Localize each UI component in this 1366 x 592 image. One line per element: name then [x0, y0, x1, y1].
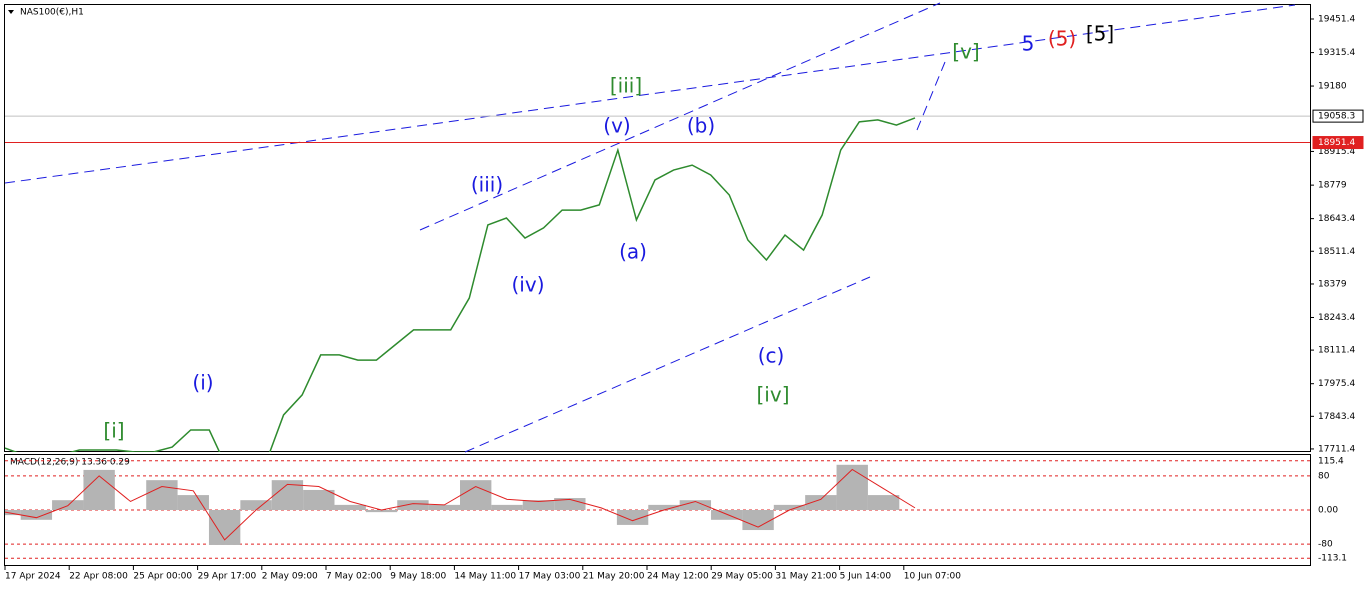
macd-bar [146, 480, 178, 510]
x-tick-label: 25 Apr 00:00 [133, 572, 192, 582]
macd-tick-label: -80 [1318, 540, 1333, 550]
wave-label: (b) [687, 114, 715, 138]
macd-bar [773, 504, 806, 510]
macd-bar [303, 489, 335, 510]
y-tick-label: 19180 [1318, 82, 1347, 92]
macd-signal [5, 468, 916, 541]
macd-bar [648, 504, 680, 510]
x-tick-label: 29 May 05:00 [711, 572, 773, 582]
macd-bar [177, 495, 209, 510]
dropdown-arrow[interactable] [8, 10, 14, 14]
y-tick-label: 18243.4 [1318, 313, 1355, 323]
wave-label: (iii) [471, 173, 503, 197]
x-tick-label: 2 May 09:00 [262, 572, 318, 582]
macd-bar [805, 495, 837, 510]
macd-bar [397, 500, 429, 510]
macd-bar [491, 504, 523, 510]
trend-line [4, 4, 1296, 184]
macd-bar [460, 480, 492, 510]
macd-bar [711, 510, 743, 520]
wave-label: (iv) [512, 273, 545, 297]
y-tick-label: 18779 [1318, 181, 1347, 191]
x-tick-label: 7 May 02:00 [326, 572, 382, 582]
price-line-series [5, 117, 916, 452]
macd-tick-label: 0.00 [1318, 506, 1338, 516]
x-tick-label: 21 May 20:00 [583, 572, 645, 582]
macd-tick-label: 80 [1318, 471, 1330, 481]
x-tick-label: 17 Apr 2024 [5, 572, 61, 582]
macd-bar [334, 504, 366, 510]
wave-label: [iv] [757, 383, 790, 407]
wave-label: [i] [103, 419, 124, 443]
macd-plot [5, 464, 916, 545]
wave-label: (5) [1048, 27, 1076, 51]
macd-tick-label: -113.1 [1318, 554, 1347, 564]
wave-label: [5] [1086, 22, 1114, 46]
x-tick-label: 5 Jun 14:00 [840, 572, 892, 582]
price-label: 19058.3 [1318, 112, 1355, 122]
x-tick-label: 24 May 12:00 [647, 572, 709, 582]
macd-bar [428, 504, 460, 510]
macd-tick-label: 115.4 [1318, 456, 1344, 466]
price-label-box [1312, 109, 1364, 123]
macd-bar [554, 498, 586, 510]
macd-bar [867, 495, 900, 510]
wave-label: [v] [952, 40, 979, 64]
wave-label: (v) [603, 114, 630, 138]
macd-bar [240, 500, 272, 510]
x-tick-label: 9 May 18:00 [390, 572, 446, 582]
x-tick-label: 29 Apr 17:00 [198, 572, 257, 582]
wave-label: 5 [1022, 32, 1035, 56]
x-tick-label: 17 May 03:00 [519, 572, 581, 582]
trend-lines [4, 2, 1296, 453]
trend-line [464, 276, 871, 453]
y-tick-label: 17843.4 [1318, 412, 1355, 422]
wave-label: (c) [758, 344, 785, 368]
macd-bar [522, 500, 555, 510]
symbol-label: NAS100(€),H1 [20, 8, 84, 18]
macd-bar [365, 510, 398, 513]
y-tick-label: 17711.4 [1318, 444, 1355, 454]
y-tick-label: 19451.4 [1318, 14, 1355, 24]
macd-bar [83, 469, 115, 510]
trend-line [916, 61, 946, 131]
wave-label: (i) [192, 371, 213, 395]
wave-label: [iii] [610, 74, 642, 98]
y-tick-label: 18643.4 [1318, 214, 1355, 224]
macd-bar [836, 464, 868, 510]
x-tick-label: 10 Jun 07:00 [904, 572, 961, 582]
macd-frame [4, 454, 1311, 566]
macd-bar [742, 510, 774, 531]
x-tick-label: 22 Apr 08:00 [69, 572, 128, 582]
price-label-box [1312, 136, 1364, 150]
price-plot [5, 117, 916, 452]
y-tick-label: 18915.4 [1318, 147, 1355, 157]
y-tick-label: 18379 [1318, 279, 1347, 289]
macd-bar [5, 510, 21, 516]
y-tick-label: 19315.4 [1318, 48, 1355, 58]
indicator-title: MACD(12,26,9) 13.36 0.29 [10, 458, 130, 468]
x-tick-label: 14 May 11:00 [454, 572, 516, 582]
wave-label: (a) [619, 240, 647, 264]
macd-bar [20, 510, 53, 520]
price-label: 18951.4 [1318, 138, 1355, 148]
y-tick-label: 17975.4 [1318, 379, 1355, 389]
macd-bar [679, 500, 712, 510]
y-tick-label: 18111.4 [1318, 346, 1355, 356]
x-tick-label: 31 May 21:00 [775, 572, 837, 582]
trend-line [419, 2, 941, 231]
y-tick-label: 18511.4 [1318, 247, 1355, 257]
main-frame [4, 4, 1311, 452]
macd-bar [616, 510, 649, 525]
